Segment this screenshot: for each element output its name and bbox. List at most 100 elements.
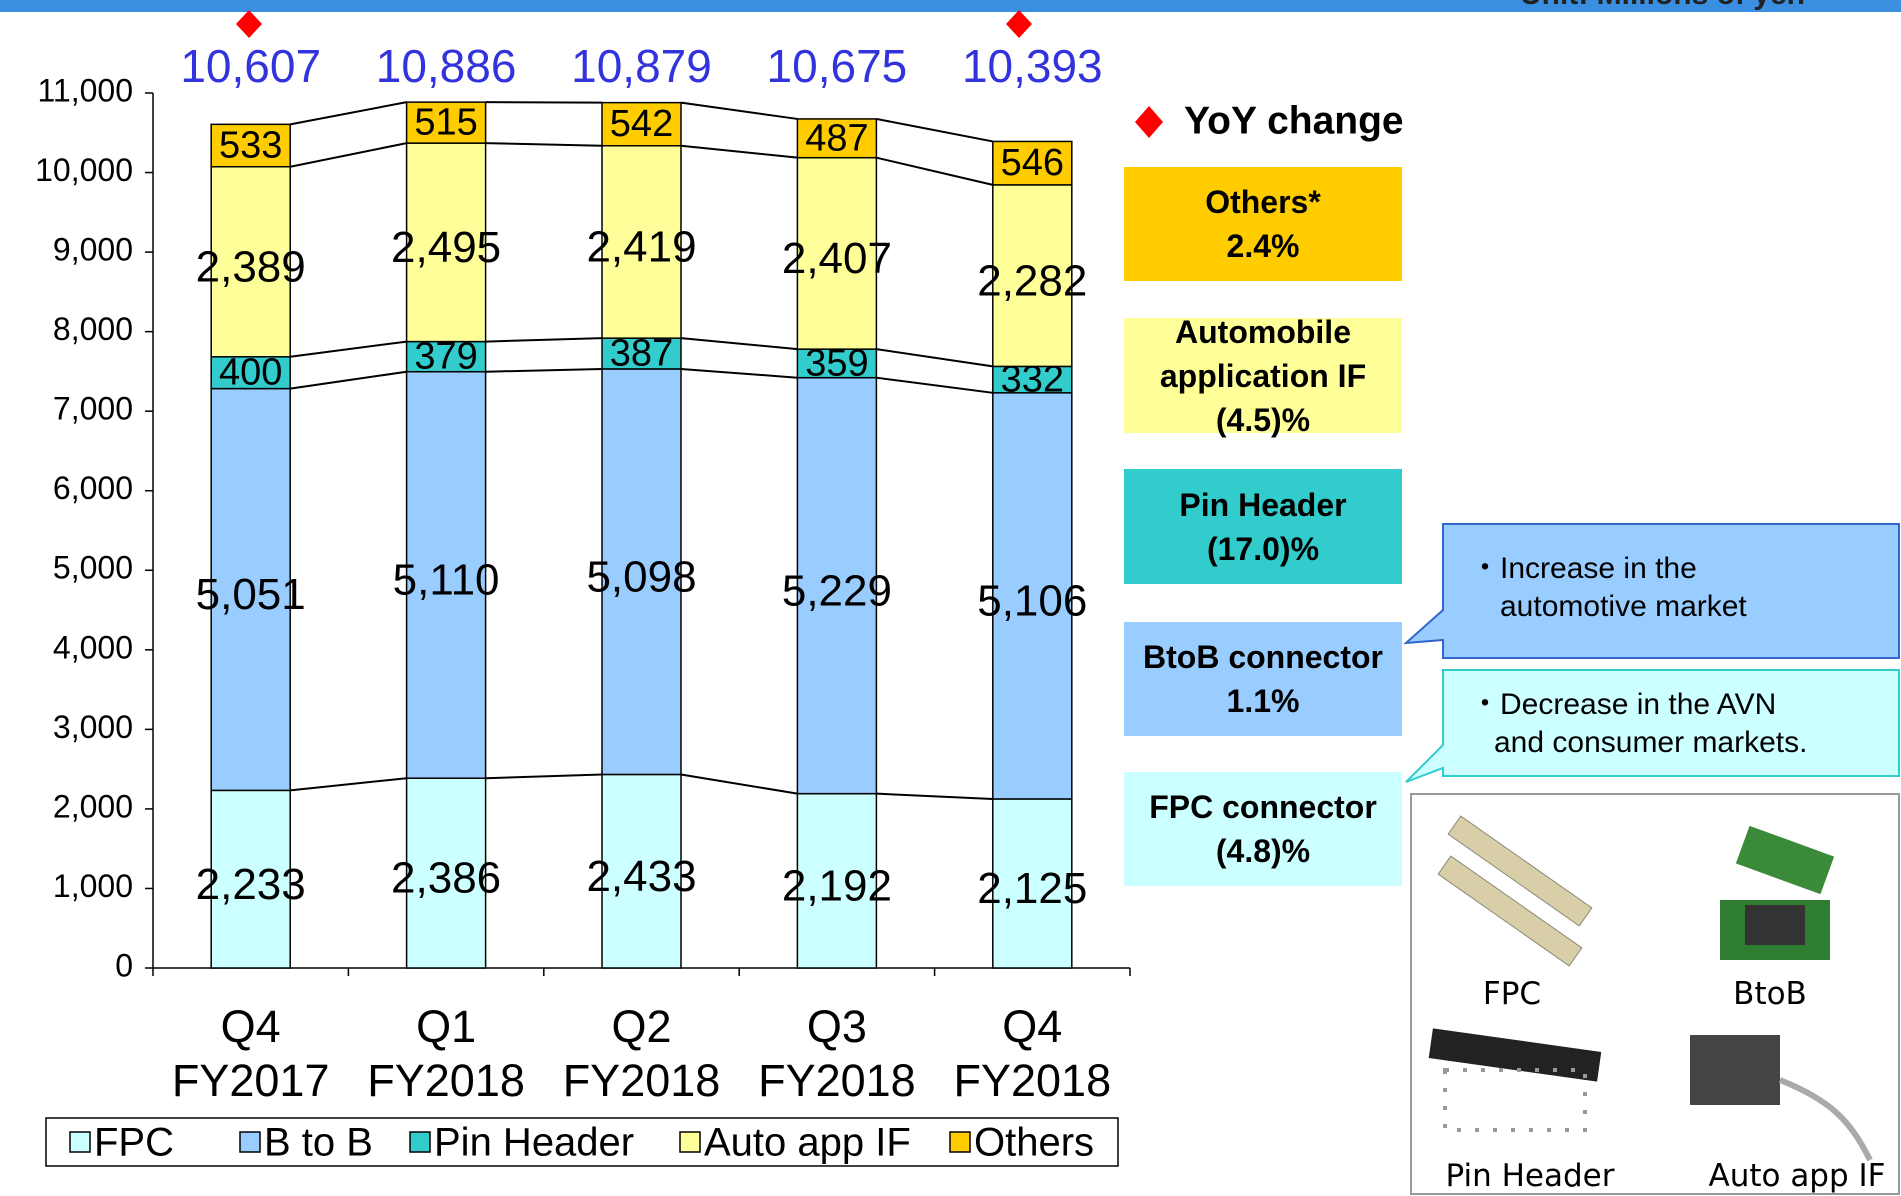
connector-line xyxy=(290,142,407,168)
callout-line: automotive market xyxy=(1500,590,1747,623)
connector-line xyxy=(485,773,603,780)
data-label: 2,192 xyxy=(782,861,892,910)
yoy-marker xyxy=(1006,10,1032,38)
data-label: 5,110 xyxy=(393,556,500,605)
product-icons xyxy=(1428,815,1873,1162)
connector-line xyxy=(485,142,603,147)
connector-line xyxy=(876,376,993,394)
data-label: 2,389 xyxy=(196,242,306,291)
total-label: 10,886 xyxy=(376,40,517,92)
yoy-marker xyxy=(236,10,262,38)
yoy-change: (4.8)% xyxy=(1215,833,1311,869)
data-label: 533 xyxy=(219,125,282,167)
yoy-box: BtoB connector 1.1% xyxy=(1124,622,1402,736)
data-label: 2,282 xyxy=(977,256,1087,305)
bar-segment xyxy=(796,348,878,379)
data-label: 2,419 xyxy=(586,223,696,272)
bar-segment xyxy=(405,340,487,373)
bar-segment xyxy=(210,123,291,168)
legend-swatch xyxy=(949,1131,971,1153)
yoy-name: Pin Header xyxy=(1179,486,1347,523)
y-tick-label: 4,000 xyxy=(53,629,133,665)
x-tick-label: Q4 FY2018 xyxy=(953,1001,1112,1106)
data-label: 2,433 xyxy=(586,852,696,901)
data-label: 400 xyxy=(219,352,282,394)
data-label: 2,125 xyxy=(977,864,1087,913)
yoy-box: FPC connector (4.8)% xyxy=(1124,772,1402,886)
callout-line: ・Decrease in the AVN xyxy=(1470,688,1777,721)
connector-line xyxy=(876,348,993,368)
bar-segment xyxy=(796,156,878,350)
bar-segment xyxy=(601,144,682,339)
total-label: 10,879 xyxy=(571,40,712,92)
bar-segment xyxy=(601,337,682,370)
legend-label: Auto app IF xyxy=(704,1121,911,1165)
legend-swatch xyxy=(409,1131,431,1153)
callout-box xyxy=(1405,669,1900,783)
y-tick-label: 1,000 xyxy=(53,868,133,904)
yoy-name: Automobile application IF xyxy=(1159,313,1367,394)
yoy-change: (4.5)% xyxy=(1215,401,1311,438)
data-label: 2,233 xyxy=(196,860,306,909)
yoy-box: Pin Header (17.0)% xyxy=(1124,469,1402,584)
x-tick-label: Q2 FY2018 xyxy=(562,1001,721,1106)
data-label: 379 xyxy=(414,336,477,378)
y-tick-label: 7,000 xyxy=(53,391,133,427)
bar-segment xyxy=(601,773,682,969)
y-tick-label: 10,000 xyxy=(35,152,133,188)
data-label: 5,106 xyxy=(977,577,1087,626)
bar-segment xyxy=(601,368,682,776)
yoy-change: (17.0)% xyxy=(1206,530,1320,567)
legend-swatch xyxy=(239,1131,261,1153)
connector-line xyxy=(680,367,798,379)
legend-label: Pin Header xyxy=(434,1121,634,1165)
connector-line xyxy=(485,367,603,373)
data-label: 2,495 xyxy=(391,223,501,272)
data-label: 387 xyxy=(610,333,673,375)
y-tick-label: 9,000 xyxy=(53,232,133,268)
callout-line: and consumer markets. xyxy=(1494,726,1808,759)
legend-label: FPC xyxy=(94,1121,174,1165)
connector-line xyxy=(290,340,407,358)
yoy-name: FPC connector xyxy=(1149,789,1377,825)
y-tick-label: 3,000 xyxy=(53,709,133,745)
total-label: 10,607 xyxy=(180,40,321,92)
yoy-change: 2.4% xyxy=(1226,228,1300,264)
total-label: 10,393 xyxy=(962,40,1103,92)
callout-line: ・Increase in the xyxy=(1470,552,1697,585)
bar-segment xyxy=(405,777,487,969)
bar-segment xyxy=(992,365,1073,394)
bar-segment xyxy=(992,798,1073,969)
product-label: Pin Header xyxy=(1445,1158,1615,1194)
bar-segment xyxy=(601,101,682,147)
x-tick-label: Q3 FY2018 xyxy=(758,1001,916,1106)
bar-segment xyxy=(796,376,878,795)
x-tick-label: Q4 FY2017 xyxy=(171,1001,330,1106)
unit-label: Unit: Millions of yen xyxy=(1520,0,1805,11)
yoy-marker xyxy=(1135,106,1163,138)
data-label: 5,098 xyxy=(586,552,696,601)
connector-line xyxy=(876,117,993,143)
legend-swatch xyxy=(69,1131,91,1153)
yoy-name: BtoB connector xyxy=(1143,639,1383,675)
data-label: 2,386 xyxy=(391,854,501,903)
yoy-box: Others* 2.4% xyxy=(1124,167,1402,281)
x-tick-label: Q1 FY2018 xyxy=(367,1001,525,1106)
legend-label: B to B xyxy=(264,1121,373,1165)
connector-line xyxy=(485,337,603,343)
connector-line xyxy=(290,370,407,390)
data-label: 515 xyxy=(414,102,477,144)
yoy-name: Others* xyxy=(1205,184,1321,220)
data-label: 5,051 xyxy=(196,570,306,619)
connector-line xyxy=(290,101,407,126)
connector-line xyxy=(680,773,798,795)
callout-text: ・Increase in the automotive market xyxy=(1470,550,1747,626)
legend-swatch xyxy=(679,1131,701,1153)
bar-segment xyxy=(796,792,878,969)
data-label: 487 xyxy=(805,117,868,159)
bar-segment xyxy=(210,387,291,792)
y-tick-label: 2,000 xyxy=(53,788,133,824)
bar-segment xyxy=(210,789,291,969)
connector-line xyxy=(290,777,407,792)
